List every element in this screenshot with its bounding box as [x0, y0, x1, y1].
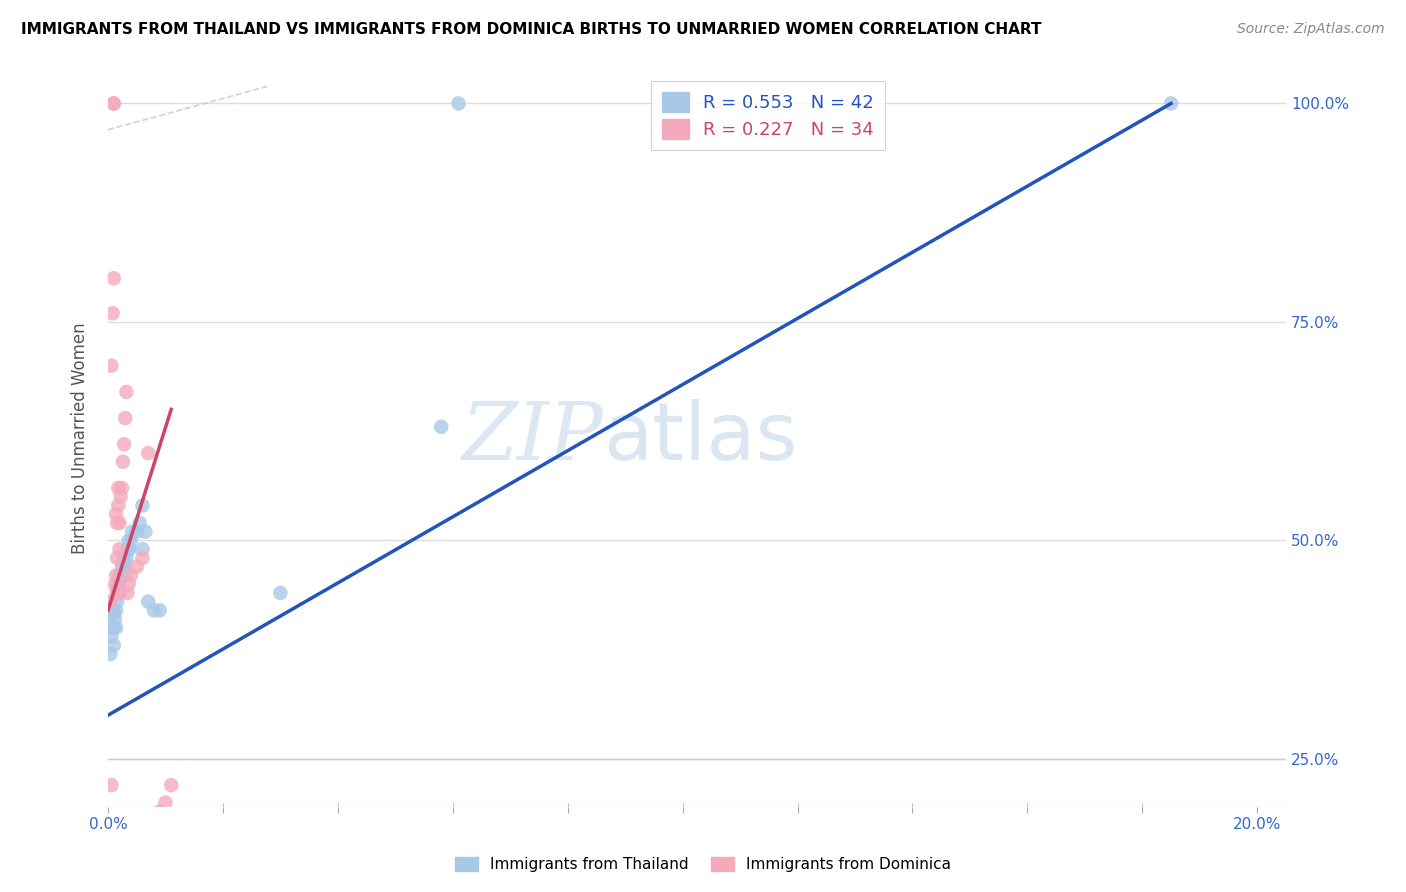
Point [111, 455, 134, 469]
Point [114, 559, 136, 574]
Point [1160, 96, 1182, 111]
Point [105, 507, 128, 521]
Point [120, 533, 142, 548]
Point [105, 568, 128, 582]
Point [121, 524, 143, 539]
Point [104, 577, 127, 591]
Point [101, 603, 124, 617]
Point [103, 638, 125, 652]
Point [155, 796, 177, 810]
Point [98, 594, 121, 608]
Point [105, 621, 128, 635]
Point [104, 612, 127, 626]
Point [134, 524, 156, 539]
Point [131, 542, 153, 557]
Point [118, 533, 141, 548]
Point [108, 586, 131, 600]
Point [111, 481, 134, 495]
Point [108, 586, 131, 600]
Point [128, 516, 150, 530]
Point [112, 437, 135, 451]
Legend: Immigrants from Thailand, Immigrants from Dominica: Immigrants from Thailand, Immigrants fro… [447, 849, 959, 880]
Point [118, 542, 141, 557]
Point [105, 603, 128, 617]
Point [118, 577, 141, 591]
Point [108, 542, 131, 557]
Point [131, 550, 153, 565]
Point [136, 594, 159, 608]
Point [108, 516, 131, 530]
Point [114, 411, 136, 425]
Point [115, 384, 138, 399]
Text: IMMIGRANTS FROM THAILAND VS IMMIGRANTS FROM DOMINICA BIRTHS TO UNMARRIED WOMEN C: IMMIGRANTS FROM THAILAND VS IMMIGRANTS F… [21, 22, 1042, 37]
Point [149, 603, 172, 617]
Point [269, 586, 291, 600]
Point [157, 865, 180, 880]
Point [117, 542, 139, 557]
Point [143, 813, 166, 827]
Point [111, 568, 134, 582]
Point [111, 559, 134, 574]
Point [101, 306, 124, 320]
Point [100, 778, 122, 792]
Text: ZIP: ZIP [461, 399, 603, 476]
Point [160, 778, 183, 792]
Point [100, 359, 122, 373]
Point [131, 499, 153, 513]
Point [108, 568, 131, 582]
Point [105, 586, 128, 600]
Point [125, 524, 148, 539]
Point [115, 550, 138, 565]
Point [103, 607, 125, 622]
Point [107, 499, 129, 513]
Point [110, 573, 132, 587]
Point [107, 481, 129, 495]
Point [100, 621, 122, 635]
Point [103, 621, 125, 635]
Point [105, 516, 128, 530]
Point [111, 555, 134, 569]
Point [105, 550, 128, 565]
Y-axis label: Births to Unmarried Women: Births to Unmarried Women [72, 322, 89, 554]
Point [447, 96, 470, 111]
Point [103, 96, 125, 111]
Legend: R = 0.553   N = 42, R = 0.227   N = 34: R = 0.553 N = 42, R = 0.227 N = 34 [651, 81, 884, 150]
Point [143, 603, 166, 617]
Point [100, 630, 122, 644]
Point [110, 490, 132, 504]
Point [155, 830, 177, 845]
Point [430, 420, 453, 434]
Text: Source: ZipAtlas.com: Source: ZipAtlas.com [1237, 22, 1385, 37]
Point [105, 594, 128, 608]
Point [103, 96, 125, 111]
Point [136, 446, 159, 460]
Point [114, 568, 136, 582]
Point [117, 586, 139, 600]
Point [98, 647, 121, 661]
Point [107, 577, 129, 591]
Point [112, 550, 135, 565]
Point [125, 559, 148, 574]
Point [149, 805, 172, 819]
Point [103, 271, 125, 285]
Text: atlas: atlas [603, 399, 797, 476]
Point [120, 568, 142, 582]
Point [105, 582, 128, 596]
